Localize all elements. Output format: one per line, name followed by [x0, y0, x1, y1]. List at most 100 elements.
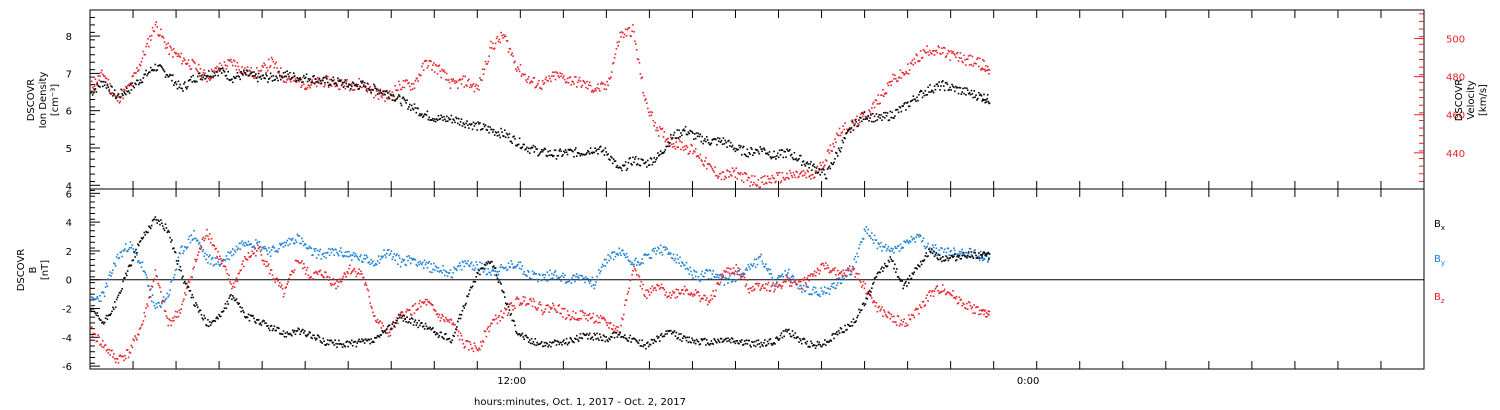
- data-point: [650, 338, 653, 341]
- data-point: [669, 329, 671, 332]
- data-point: [485, 128, 488, 131]
- data-point: [284, 244, 287, 247]
- data-point: [952, 256, 954, 259]
- data-point: [603, 335, 606, 338]
- data-point: [528, 271, 530, 273]
- data-point: [352, 89, 355, 91]
- data-point: [622, 252, 625, 255]
- data-point: [729, 145, 731, 147]
- data-point: [516, 70, 518, 72]
- data-point: [285, 286, 288, 288]
- data-point: [535, 86, 537, 88]
- data-point: [305, 88, 308, 91]
- data-point: [444, 333, 446, 336]
- data-point: [636, 58, 639, 60]
- data-point: [331, 342, 334, 344]
- data-point: [401, 97, 404, 99]
- data-point: [658, 340, 661, 342]
- data-point: [445, 271, 448, 274]
- data-point: [847, 269, 850, 272]
- data-point: [824, 159, 827, 161]
- data-point: [872, 281, 875, 284]
- data-point: [349, 341, 351, 344]
- data-point: [351, 89, 354, 91]
- data-point: [202, 236, 205, 239]
- data-point: [805, 283, 808, 286]
- data-point: [974, 62, 976, 65]
- data-point: [292, 79, 295, 82]
- data-point: [756, 149, 759, 152]
- data-point: [420, 322, 422, 324]
- data-point: [135, 337, 137, 339]
- data-point: [591, 89, 594, 92]
- y-tick-label: -6: [62, 362, 72, 373]
- data-point: [540, 88, 543, 90]
- data-point: [159, 64, 161, 66]
- data-point: [462, 305, 465, 307]
- data-point: [383, 90, 385, 92]
- data-point: [445, 316, 447, 319]
- data-point: [91, 94, 94, 96]
- data-point: [546, 342, 549, 345]
- data-point: [349, 264, 351, 267]
- data-point: [127, 90, 130, 92]
- data-point: [144, 234, 147, 236]
- data-point: [155, 219, 158, 221]
- data-point: [751, 148, 753, 151]
- data-point: [314, 250, 316, 252]
- data-point: [677, 146, 679, 149]
- data-point: [930, 89, 933, 92]
- data-point: [760, 177, 762, 179]
- data-point: [660, 152, 663, 155]
- data-point: [480, 267, 482, 270]
- data-point: [363, 283, 366, 286]
- data-point: [414, 258, 417, 261]
- data-point: [230, 58, 232, 61]
- data-point: [233, 77, 236, 79]
- data-point: [239, 248, 241, 251]
- data-point: [936, 83, 939, 85]
- data-point: [599, 145, 602, 148]
- data-point: [946, 257, 949, 259]
- data-point: [240, 310, 242, 313]
- data-point: [419, 113, 421, 115]
- data-point: [811, 174, 813, 176]
- data-point: [254, 248, 256, 250]
- data-point: [156, 306, 158, 309]
- data-point: [341, 83, 344, 85]
- data-point: [880, 268, 882, 270]
- data-point: [744, 268, 747, 271]
- data-point: [840, 132, 843, 135]
- data-point: [240, 72, 242, 74]
- data-point: [516, 263, 519, 266]
- data-point: [93, 85, 96, 88]
- data-point: [424, 322, 427, 325]
- data-point: [422, 115, 425, 117]
- data-point: [712, 343, 715, 345]
- data-point: [475, 261, 478, 263]
- data-point: [495, 37, 498, 40]
- data-point: [633, 30, 635, 33]
- data-point: [528, 75, 530, 78]
- data-point: [556, 72, 559, 74]
- data-point: [815, 344, 818, 347]
- data-point: [917, 234, 919, 236]
- data-point: [654, 121, 656, 124]
- data-point: [443, 269, 445, 272]
- data-point: [557, 305, 560, 307]
- data-point: [609, 255, 611, 257]
- data-point: [954, 259, 957, 262]
- data-point: [644, 99, 646, 102]
- data-point: [718, 137, 721, 140]
- data-point: [155, 69, 158, 72]
- data-point: [571, 316, 573, 318]
- data-point: [928, 54, 930, 56]
- data-point: [762, 175, 764, 178]
- data-point: [749, 287, 751, 290]
- data-point: [295, 259, 298, 262]
- data-point: [506, 133, 509, 136]
- data-point: [574, 280, 576, 283]
- data-point: [163, 41, 166, 43]
- data-point: [633, 161, 635, 164]
- data-point: [355, 255, 358, 257]
